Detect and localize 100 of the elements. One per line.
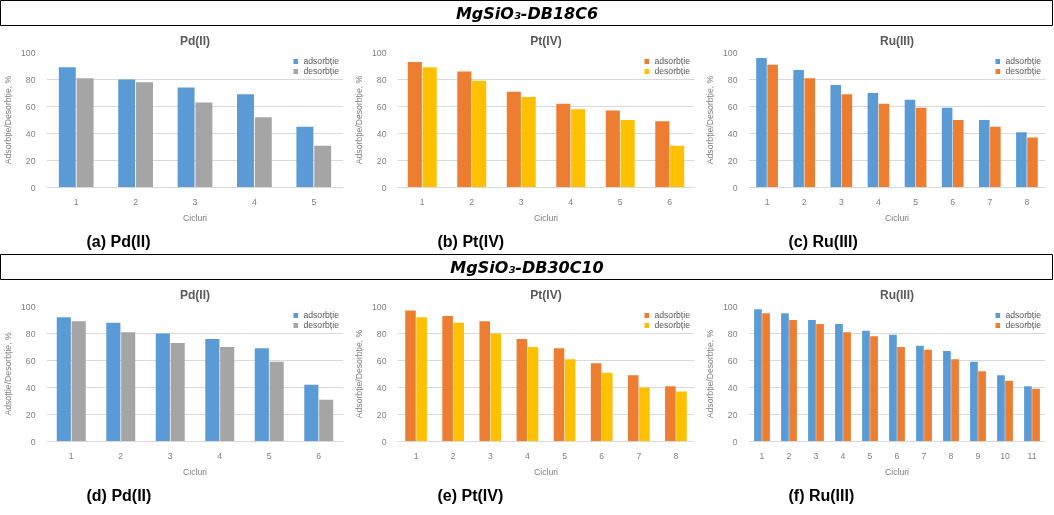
legend-label: adsorbție	[654, 56, 690, 66]
y-tick-label: 20	[727, 155, 738, 166]
bar	[58, 67, 76, 188]
x-tick-label: 3	[167, 450, 173, 461]
y-tick-label: 100	[723, 301, 738, 312]
bar	[76, 78, 94, 188]
chart-title: Pd(II)	[180, 33, 210, 48]
text: (a) Pd(II)	[86, 232, 151, 250]
y-axis-title: Adsoțtie/Desorbție, %	[3, 332, 14, 416]
bar	[605, 110, 620, 188]
bar	[816, 324, 824, 442]
text: MgSiO₃-DB30C10	[450, 258, 604, 277]
bar	[314, 145, 332, 188]
y-tick-label: 20	[727, 409, 738, 420]
bar	[990, 126, 1001, 188]
y-tick-label: 40	[727, 128, 738, 139]
y-tick-label: 80	[376, 328, 387, 339]
bar	[835, 324, 843, 442]
y-tick-label: 0	[381, 436, 387, 447]
bar	[970, 361, 978, 442]
bar	[808, 320, 816, 442]
x-tick-label: 3	[192, 196, 198, 207]
x-tick-label: 3	[518, 196, 524, 207]
bar	[56, 317, 71, 442]
bar	[296, 126, 314, 188]
x-tick-label: 1	[68, 450, 74, 461]
y-axis-title: Adsorbție/Desorbție, %	[354, 75, 365, 165]
y-tick-label: 40	[376, 128, 387, 139]
bar	[1016, 132, 1027, 188]
y-tick-label: 0	[30, 182, 36, 193]
x-tick-label: 2	[118, 450, 124, 461]
legend-label: desorbție	[1005, 66, 1041, 76]
legend-label: desorbție	[303, 320, 339, 330]
legend-label: adsorbție	[1005, 56, 1041, 66]
bar	[254, 117, 272, 188]
x-tick-label: 5	[562, 450, 568, 461]
y-tick-label: 40	[25, 128, 36, 139]
bar	[220, 347, 235, 442]
bar	[170, 342, 185, 442]
chart-title: Ru(III)	[880, 287, 914, 302]
bar	[756, 57, 767, 188]
x-tick-label: 6	[316, 450, 322, 461]
bar	[601, 372, 613, 442]
bar	[897, 347, 905, 442]
text: (d) Pd(II)	[86, 486, 152, 504]
x-tick-label: 4	[217, 450, 223, 461]
text: (f) Ru(III)	[788, 486, 855, 504]
x-tick-label: 1	[73, 196, 79, 207]
bar	[442, 315, 453, 442]
bar	[479, 321, 491, 442]
bar	[924, 349, 932, 442]
legend-label: adsorbție	[303, 56, 339, 66]
x-tick-label: 4	[568, 196, 574, 207]
x-axis-title: Cicluri	[182, 466, 208, 477]
x-tick-label: 6	[599, 450, 605, 461]
x-tick-label: 11	[1027, 450, 1037, 461]
x-axis-title: Cicluri	[533, 212, 559, 223]
x-tick-label: 3	[813, 450, 819, 461]
bar	[1032, 388, 1040, 442]
y-tick-label: 0	[732, 182, 738, 193]
y-tick-label: 80	[727, 328, 738, 339]
bar	[453, 322, 465, 442]
bar	[951, 359, 959, 442]
bar	[941, 107, 953, 188]
bar	[319, 399, 334, 442]
chart-title: Pd(II)	[180, 287, 210, 302]
x-tick-label: 4	[840, 450, 846, 461]
bar	[177, 87, 195, 188]
bar	[916, 345, 924, 442]
bar	[237, 94, 254, 188]
text: (b) Pt(IV)	[437, 232, 505, 250]
bar	[997, 375, 1005, 442]
bar	[639, 387, 650, 442]
bar	[405, 310, 416, 442]
legend-label: adsorbție	[654, 310, 690, 320]
x-axis-title: Cicluri	[884, 466, 910, 477]
x-tick-label: 8	[1024, 196, 1030, 207]
legend-label: desorbție	[1005, 320, 1041, 330]
y-tick-label: 40	[376, 382, 387, 393]
y-tick-label: 60	[25, 355, 36, 366]
bar	[521, 97, 536, 188]
x-tick-label: 1	[413, 450, 419, 461]
bar	[830, 84, 842, 188]
bar	[472, 80, 487, 188]
y-tick-label: 0	[30, 436, 36, 447]
x-tick-label: 10	[1000, 450, 1010, 461]
y-axis-title: Adsorbție/Desorbție, %	[705, 329, 716, 419]
bar	[804, 78, 816, 188]
legend-label: desorbție	[654, 66, 690, 76]
x-tick-label: 4	[525, 450, 531, 461]
x-tick-label: 7	[921, 450, 927, 461]
y-tick-label: 100	[21, 47, 36, 58]
y-tick-label: 80	[727, 74, 738, 85]
x-tick-label: 2	[469, 196, 475, 207]
y-axis-title: Adsorbție/Desorbție, %	[3, 75, 14, 165]
bar	[862, 330, 870, 442]
x-tick-label: 1	[759, 450, 765, 461]
bar	[254, 348, 269, 442]
x-tick-label: 2	[786, 450, 792, 461]
y-tick-label: 20	[25, 155, 36, 166]
